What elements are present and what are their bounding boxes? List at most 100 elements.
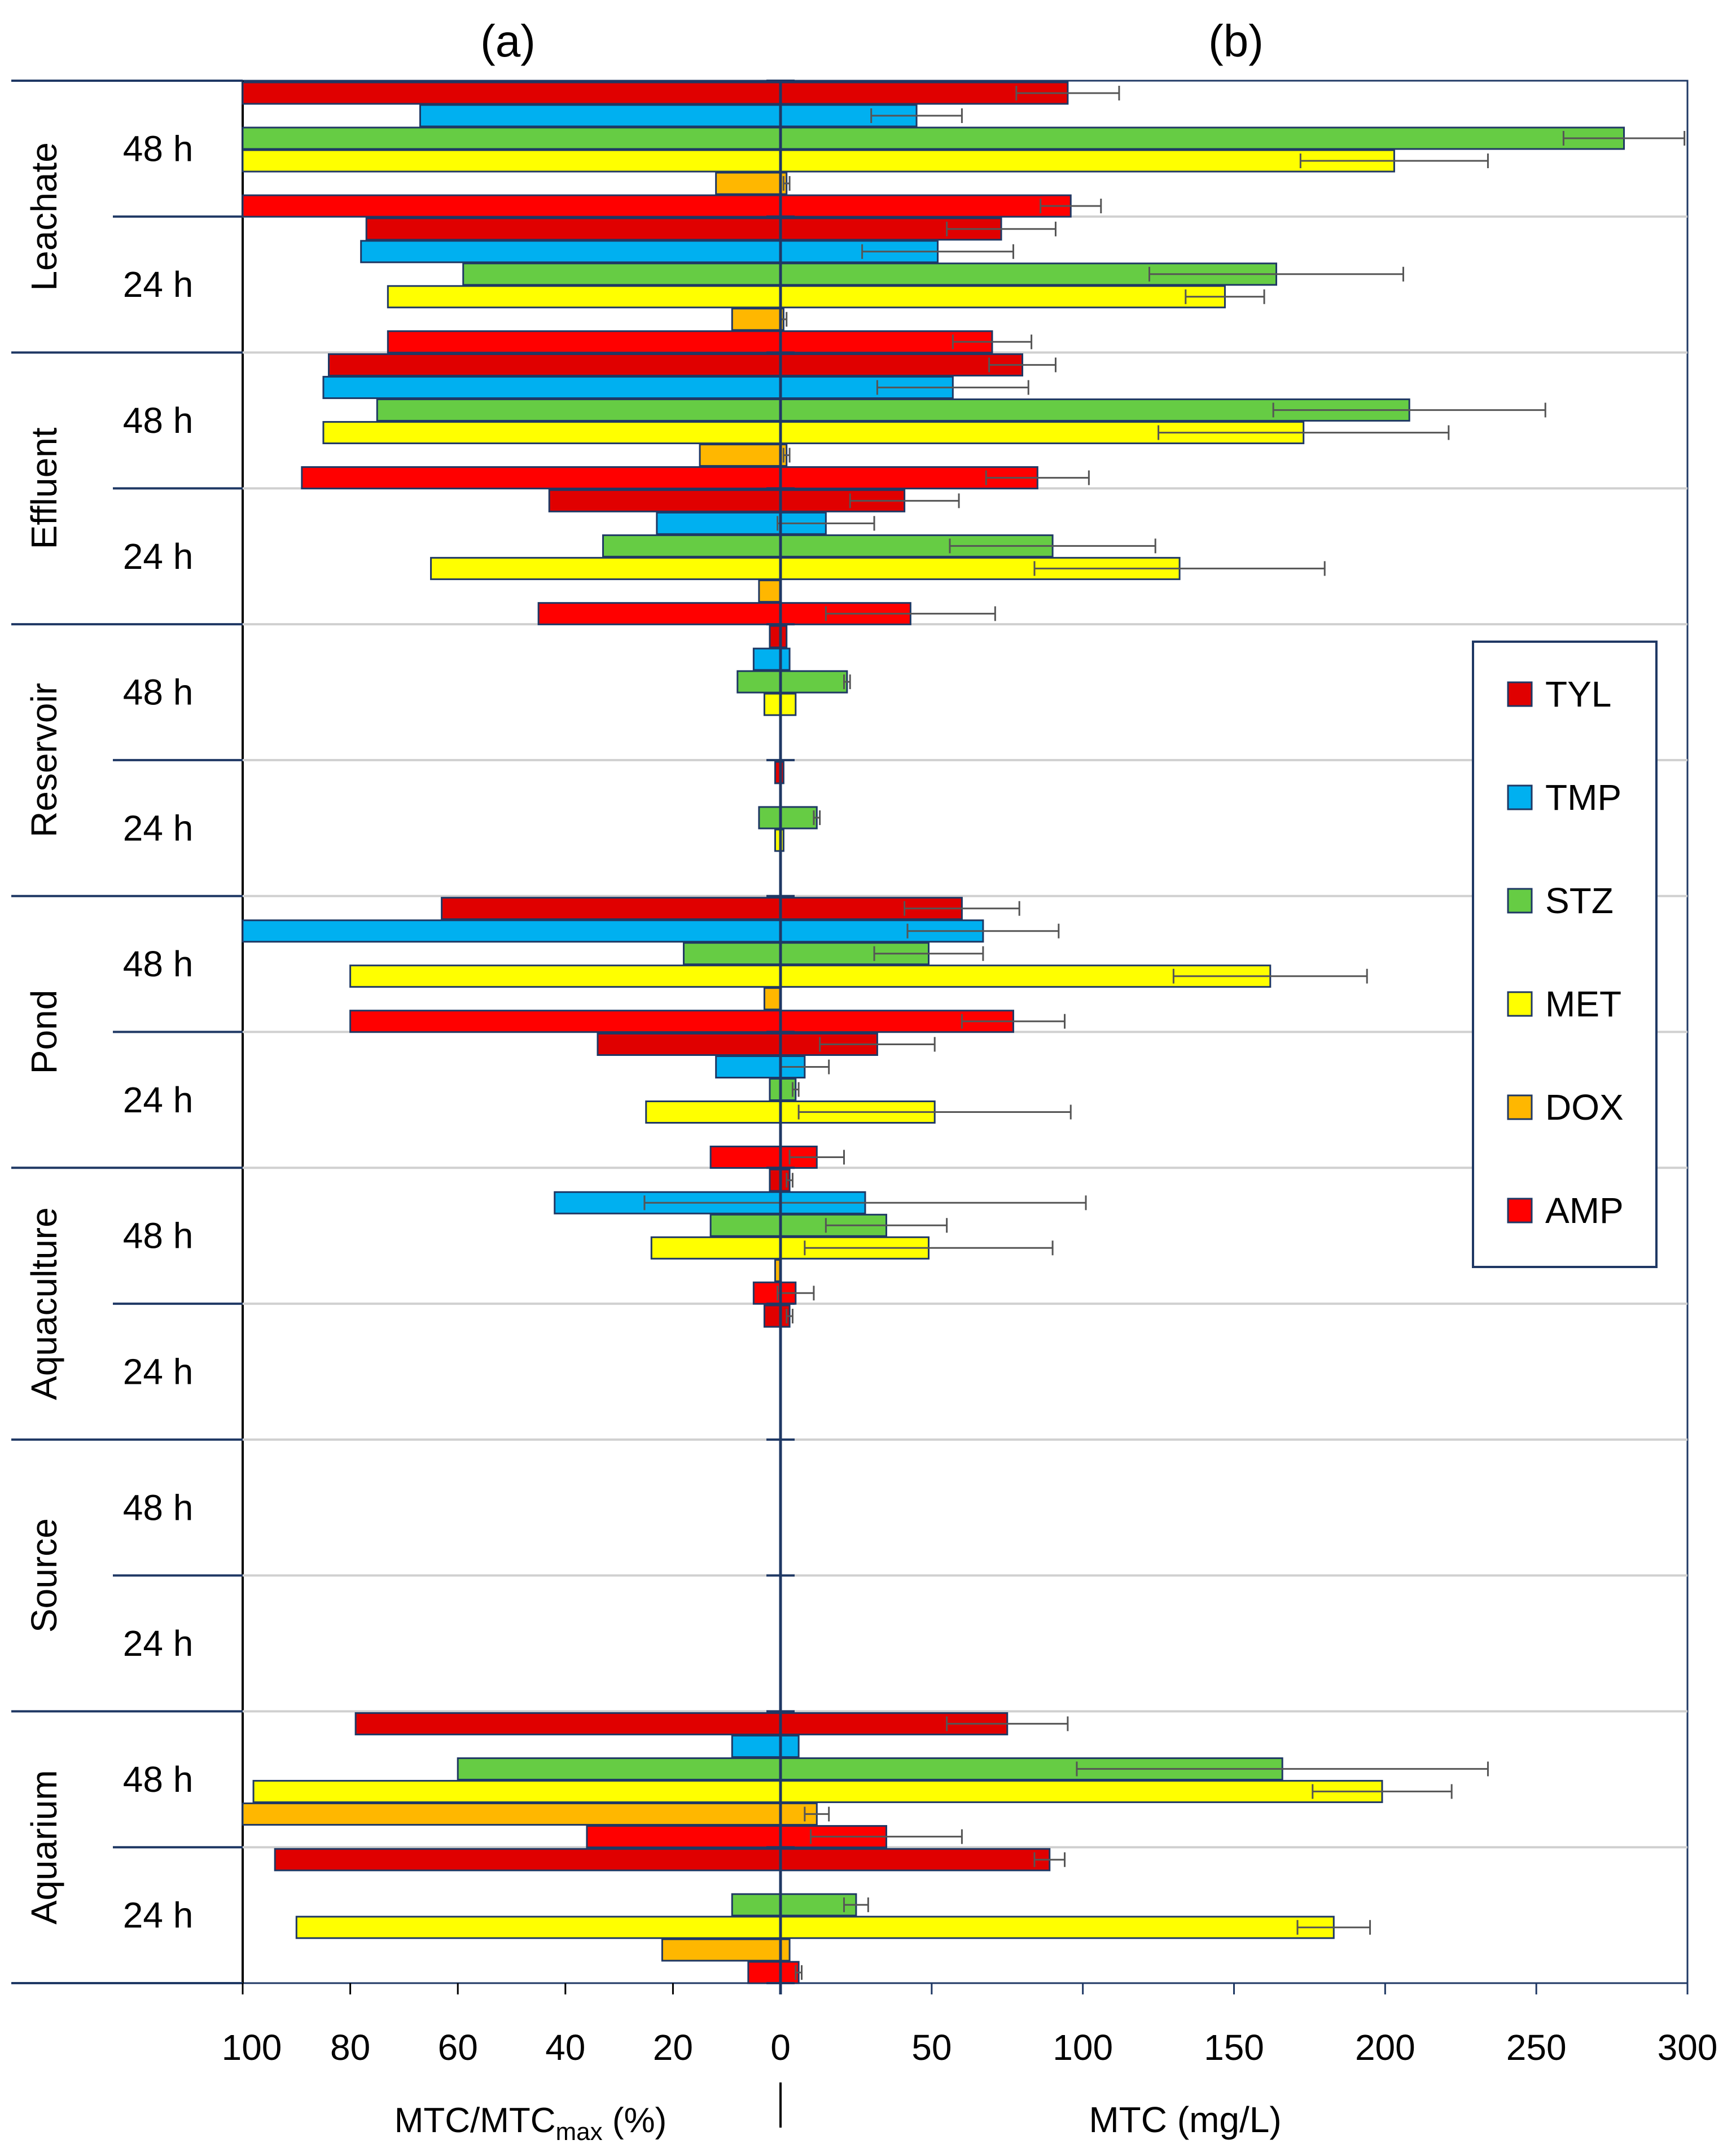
panel-b-tick-label: 100 <box>1053 2027 1113 2068</box>
bar-a-stz <box>737 670 782 694</box>
bar-a-tyl <box>441 897 782 920</box>
group-label: Effluent <box>24 427 64 549</box>
time-label: 24 h <box>123 1895 194 1936</box>
panel-b-tick-label: 250 <box>1506 2027 1567 2068</box>
group-label: Aquarium <box>24 1770 64 1924</box>
bar-a-amp <box>301 466 782 490</box>
legend-label-stz: STZ <box>1545 880 1614 921</box>
panel-b-tick-label: 300 <box>1658 2027 1718 2068</box>
bar-a-met <box>430 556 782 580</box>
bar-b-met <box>779 149 1395 173</box>
bar-a-met <box>645 1100 782 1124</box>
legend-box <box>1472 641 1658 1268</box>
time-label: 48 h <box>123 1216 194 1256</box>
legend-swatch-tyl <box>1507 681 1533 707</box>
bar-a-dox <box>242 1802 782 1826</box>
group-label: Reservoir <box>24 683 64 837</box>
panel-b-tick-label: 50 <box>911 2027 952 2068</box>
bar-a-amp <box>709 1146 782 1169</box>
legend-label-amp: AMP <box>1545 1190 1624 1231</box>
time-label: 24 h <box>123 1351 194 1392</box>
bar-a-stz <box>462 262 782 286</box>
group-label: Source <box>24 1518 64 1633</box>
bar-b-met <box>779 1915 1335 1939</box>
bar-a-amp <box>537 602 782 625</box>
legend-swatch-dox <box>1507 1094 1533 1120</box>
time-label: 24 h <box>123 264 194 305</box>
time-label: 24 h <box>123 536 194 577</box>
group-label: Pond <box>24 990 64 1074</box>
bar-a-tmp <box>731 1734 782 1758</box>
bar-a-dox <box>661 1938 782 1962</box>
group-label: Aquaculture <box>24 1207 64 1400</box>
bar-a-tmp <box>419 104 782 128</box>
bar-a-met <box>242 149 782 173</box>
bar-b-stz <box>779 670 848 694</box>
bar-b-amp <box>779 194 1072 218</box>
bar-a-stz <box>709 1213 782 1237</box>
bar-a-stz <box>376 398 782 422</box>
bar-a-tyl <box>274 1848 782 1871</box>
bar-b-stz <box>779 806 818 830</box>
bar-b-met <box>779 1779 1383 1803</box>
bar-a-tyl <box>763 1304 782 1328</box>
bar-a-tyl <box>327 353 782 377</box>
time-label: 24 h <box>123 1080 194 1120</box>
bar-a-met <box>349 964 782 988</box>
bar-a-met <box>387 285 782 309</box>
bar-b-met <box>779 285 1226 309</box>
bar-b-tyl <box>779 353 1024 377</box>
bar-b-stz <box>779 126 1625 150</box>
panel-a-title: (a) <box>480 16 536 66</box>
bar-a-tmp <box>752 647 782 671</box>
bar-a-stz <box>682 942 782 966</box>
bar-a-tmp <box>715 1055 782 1078</box>
panel-b-tick-label: 200 <box>1355 2027 1415 2068</box>
bar-a-tyl <box>597 1033 782 1056</box>
panel-b-xlabel: MTC (mg/L) <box>1089 2099 1281 2140</box>
bar-a-amp <box>752 1281 782 1305</box>
bar-a-amp <box>349 1010 782 1033</box>
bar-a-stz <box>769 1078 782 1101</box>
panel-a-xlabel: MTC/MTCmax (%) <box>394 2101 667 2146</box>
bar-a-amp <box>586 1825 782 1848</box>
bar-a-met <box>322 421 782 445</box>
legend-label-dox: DOX <box>1545 1087 1624 1128</box>
bar-a-tmp <box>322 376 782 400</box>
time-label: 48 h <box>123 128 194 169</box>
bar-a-met <box>763 692 782 716</box>
panel-a-tick-label: 80 <box>330 2027 370 2068</box>
bar-a-stz <box>602 534 782 558</box>
legend-label-met: MET <box>1545 984 1621 1024</box>
bar-a-tmp <box>242 919 782 943</box>
bar-a-amp <box>242 194 782 218</box>
bar-a-tyl <box>365 217 782 241</box>
group-label: Leachate <box>24 142 64 291</box>
bar-a-dox <box>715 172 782 195</box>
panel-b-title: (b) <box>1208 16 1264 66</box>
legend-swatch-tmp <box>1507 784 1533 810</box>
time-label: 48 h <box>123 1759 194 1800</box>
bar-a-amp <box>747 1961 782 1984</box>
bar-a-tyl <box>242 81 782 105</box>
bar-a-stz <box>457 1757 782 1781</box>
bar-a-tmp <box>360 240 782 264</box>
bar-a-dox <box>763 987 782 1011</box>
time-label: 48 h <box>123 400 194 441</box>
time-label: 24 h <box>123 1623 194 1664</box>
panel-a-tick-label: 40 <box>545 2027 585 2068</box>
bar-a-tyl <box>354 1712 782 1735</box>
bar-a-amp <box>387 330 782 354</box>
time-label: 48 h <box>123 1487 194 1528</box>
panel-a-tick-label: 60 <box>438 2027 478 2068</box>
bar-b-tyl <box>779 1848 1051 1871</box>
legend-label-tmp: TMP <box>1545 777 1621 818</box>
time-label: 48 h <box>123 672 194 713</box>
bar-a-met <box>650 1236 782 1260</box>
bar-a-dox <box>758 579 782 603</box>
bar-a-stz <box>731 1893 782 1917</box>
bar-b-met <box>779 692 797 716</box>
panel-b-tick-label: 150 <box>1204 2027 1264 2068</box>
